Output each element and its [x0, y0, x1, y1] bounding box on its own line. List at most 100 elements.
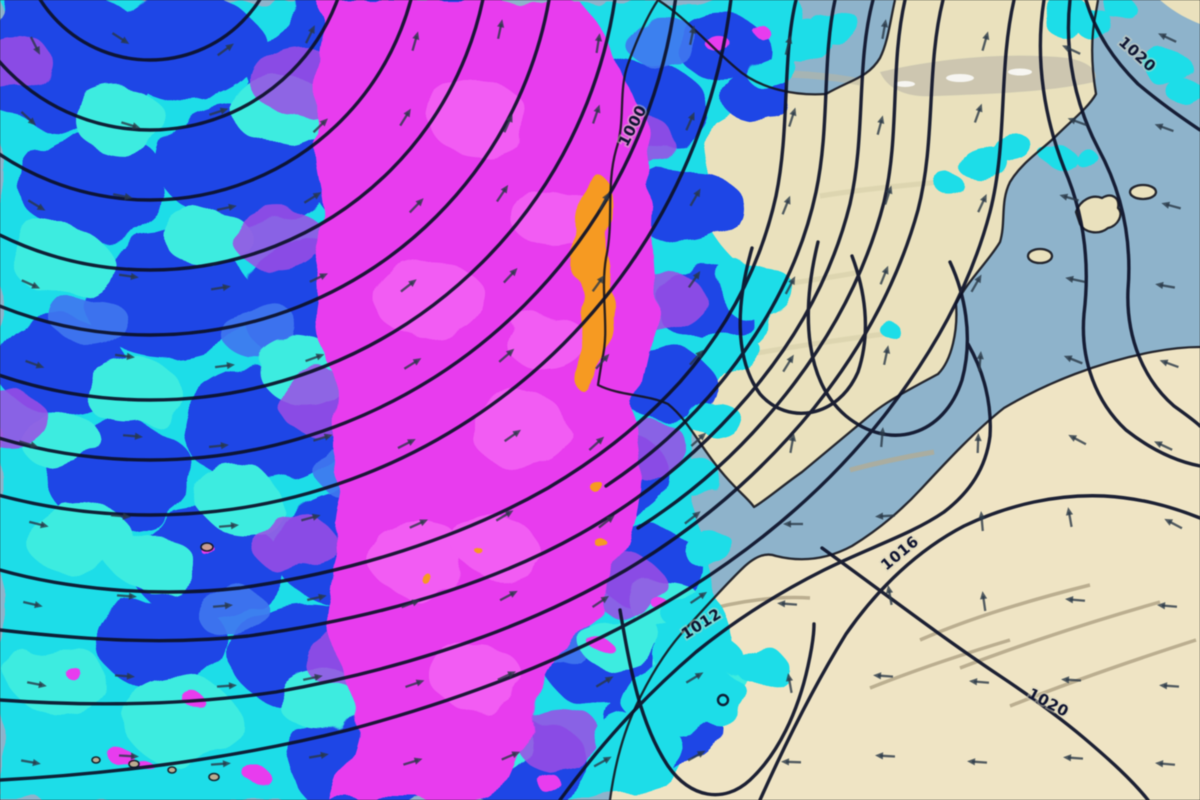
wind-arrow	[685, 111, 695, 131]
wind-arrow	[879, 265, 889, 285]
isobar-wavy	[636, 0, 907, 530]
wind-arrow	[121, 121, 141, 130]
wind-arrow	[216, 682, 237, 690]
menorca-island	[1130, 185, 1156, 199]
wind-arrow	[503, 113, 513, 133]
precip-cell	[82, 355, 178, 425]
wind-arrow	[210, 760, 231, 768]
isobar-outer	[0, 0, 798, 594]
wind-arrow	[498, 348, 515, 363]
precip-cell	[370, 524, 470, 596]
precip-cell	[748, 20, 764, 32]
precip-cell	[12, 225, 108, 295]
wind-arrow	[1063, 355, 1083, 365]
precip-cell	[484, 557, 492, 563]
wind-arrow	[22, 600, 43, 609]
wind-arrow	[1154, 123, 1174, 133]
isobar-tiny-closed	[716, 693, 730, 707]
wind-arrow	[588, 436, 605, 451]
precip-cell	[75, 87, 165, 153]
wind-arrow	[595, 676, 614, 688]
wind-arrow	[399, 108, 411, 127]
isobar-1012	[558, 342, 993, 800]
wind-arrow	[210, 283, 231, 292]
precip-cell	[599, 542, 611, 552]
wind-arrow	[111, 32, 130, 44]
wind-arrow	[595, 353, 610, 370]
precip-cell	[248, 509, 332, 571]
wind-arrow	[784, 276, 796, 295]
wind-arrow	[302, 673, 323, 681]
precip-cell	[1072, 7, 1112, 37]
wind-arrow	[981, 31, 990, 51]
balearics-coastline	[1026, 183, 1158, 265]
wind-arrow	[503, 429, 522, 443]
wind-arrow	[689, 591, 708, 604]
wind-arrow	[684, 511, 701, 525]
iberia-coastline	[596, 0, 1100, 509]
precip-cell	[648, 594, 664, 606]
precip-cell	[536, 773, 560, 791]
precip-cell	[12, 645, 108, 715]
precip-cell	[689, 401, 741, 439]
wind-arrow	[114, 352, 135, 360]
isobar-ring	[0, 0, 340, 132]
isobar-ring	[0, 0, 551, 337]
wind-arrow	[116, 592, 137, 600]
precip-cell	[811, 7, 859, 43]
precip-cell	[54, 294, 126, 346]
precip-cell	[110, 0, 260, 99]
wind-arrow	[970, 274, 982, 293]
wind-arrow	[503, 267, 518, 284]
wind-arrow	[25, 359, 45, 369]
wind-arrow	[873, 672, 894, 680]
wind-arrow	[974, 433, 982, 454]
snow-caps	[895, 68, 1032, 87]
wind-arrow	[409, 519, 429, 529]
isobar-1020-north	[1084, 0, 1200, 132]
isobar-trough-u1	[738, 246, 868, 416]
wind-arrow	[114, 672, 135, 680]
precip-cell	[744, 51, 796, 89]
wind-arrow	[303, 192, 322, 204]
wind-arrow	[21, 279, 41, 289]
wind-arrow	[112, 193, 133, 201]
isobar-ring	[38, 0, 262, 62]
wind-arrow	[784, 35, 793, 56]
precip-cell	[679, 526, 731, 564]
precip-cell	[660, 588, 720, 632]
wind-arrow	[591, 104, 601, 124]
wind-arrow	[499, 590, 518, 602]
wind-arrow	[216, 203, 237, 211]
wind-arrow	[501, 751, 521, 761]
wind-arrow	[1157, 602, 1178, 610]
wind-arrow	[967, 758, 988, 766]
wind-arrow	[305, 25, 315, 44]
wind-arrow	[312, 118, 328, 134]
wind-arrow	[27, 199, 46, 211]
wind-arrow	[689, 188, 701, 207]
wind-arrow	[685, 672, 704, 684]
wind-arrow	[118, 272, 139, 280]
wind-arrow	[1059, 193, 1079, 202]
wind-arrow	[400, 279, 417, 293]
sierra-nevada	[849, 449, 935, 473]
isobar-ring	[0, 0, 733, 517]
mallorca-island	[1076, 195, 1121, 233]
wind-arrow	[405, 679, 425, 689]
wind-arrow	[497, 19, 505, 40]
precip-cell	[505, 311, 585, 369]
wind-arrow	[690, 432, 707, 447]
wind-arrow	[28, 520, 49, 529]
precip-cyan-east-patches	[600, 0, 1200, 774]
wind-arrow	[218, 522, 239, 530]
wind-arrow	[687, 750, 706, 762]
wind-arrow	[788, 433, 797, 454]
precip-cell	[28, 502, 132, 578]
isobar-wavy	[604, 0, 837, 488]
wind-arrow	[1065, 596, 1086, 604]
precip-cell	[1146, 52, 1194, 88]
wind-arrow	[214, 362, 235, 370]
ibiza-island	[1028, 249, 1052, 263]
precip-cell	[375, 32, 395, 48]
